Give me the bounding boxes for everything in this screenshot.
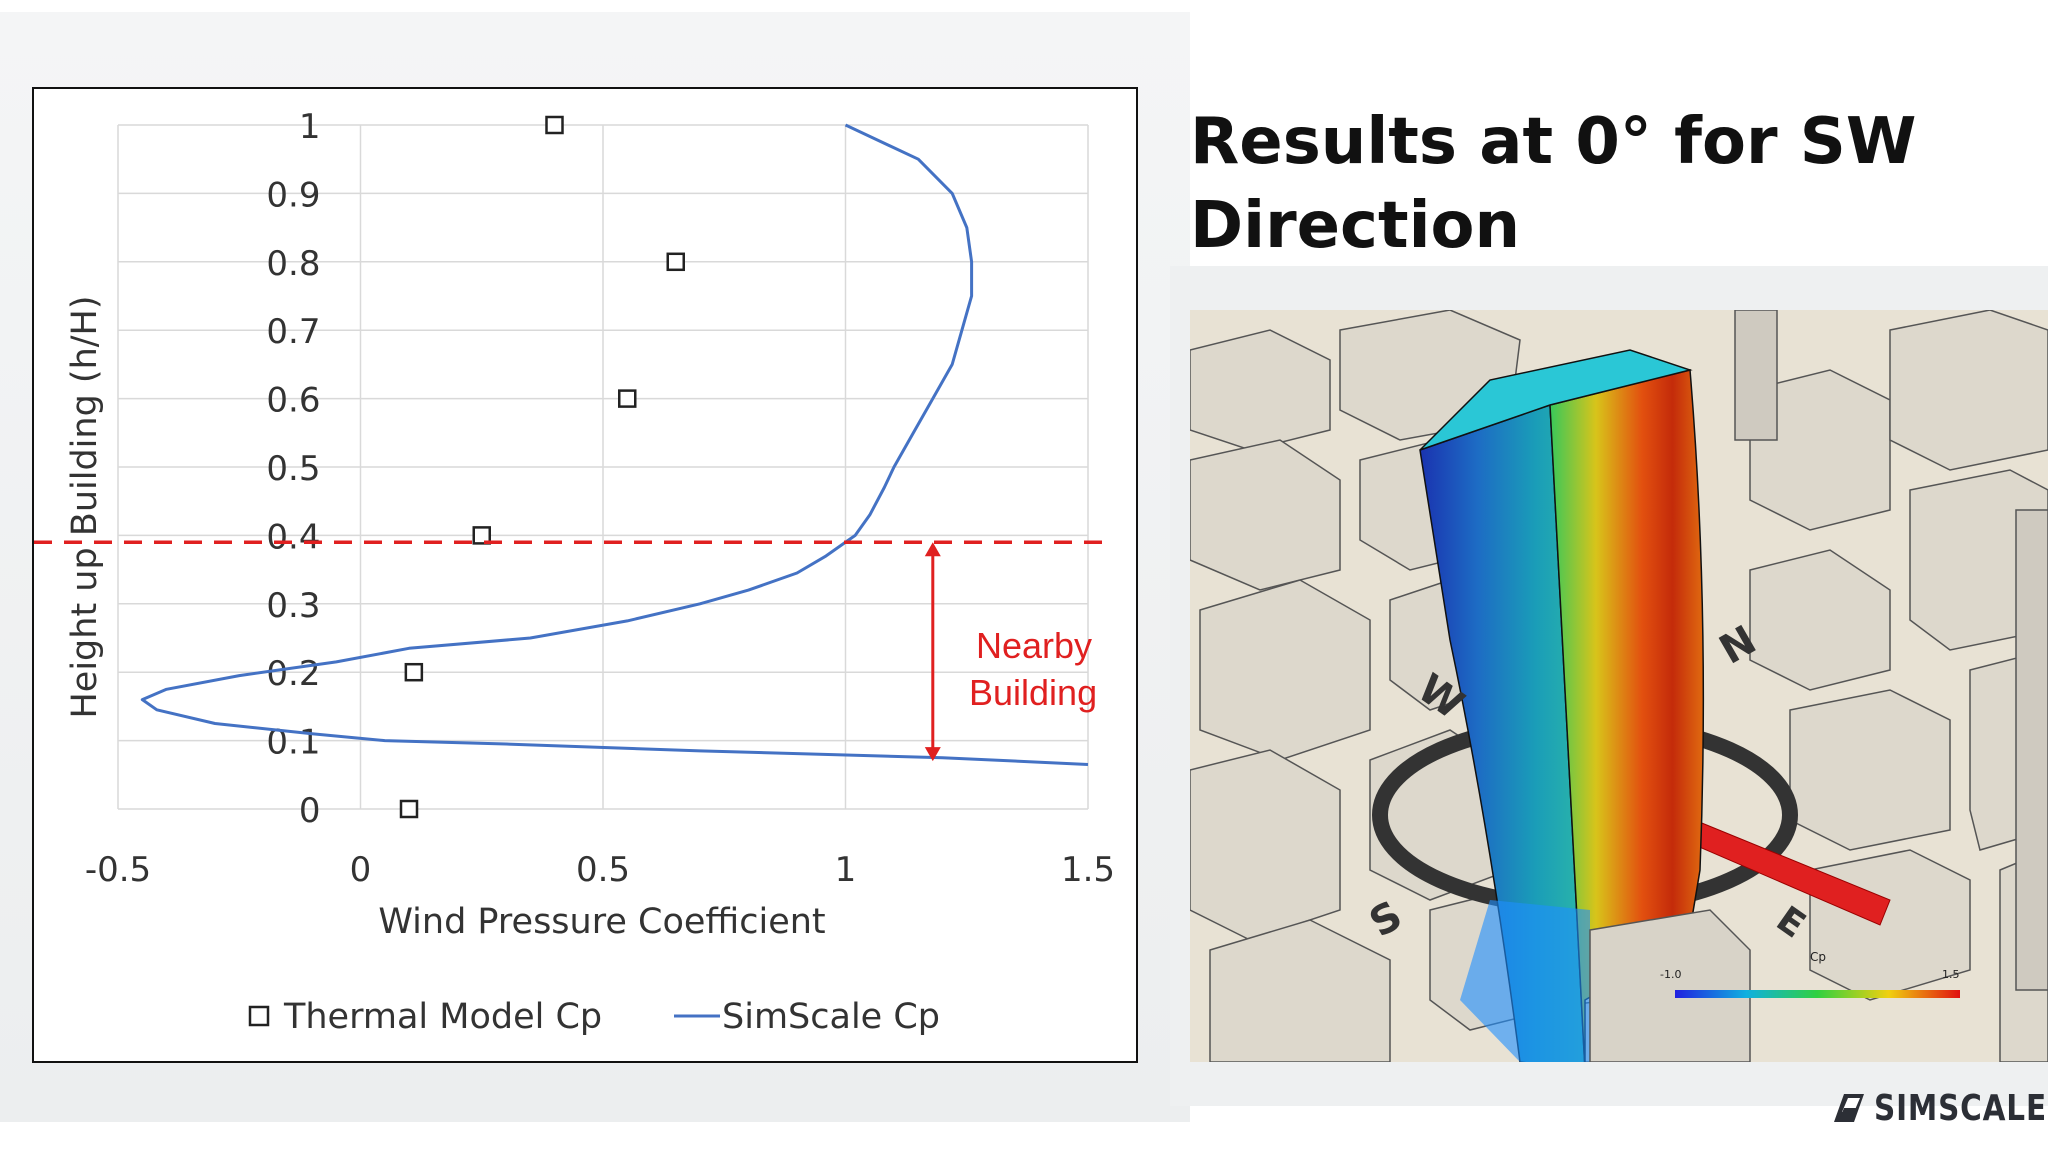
annotation-nearby-line2: Building <box>969 672 1097 713</box>
series-simscale-cp <box>140 123 1089 766</box>
y-axis-label: Height up Building (h/H) <box>65 295 105 718</box>
y-tick-label: 0.5 <box>266 449 320 489</box>
x-tick-label: 1.5 <box>1061 850 1115 890</box>
x-axis-label: Wind Pressure Coefficient <box>378 902 825 942</box>
x-tick-labels: -0.5 0 0.5 1 1.5 <box>85 850 1115 890</box>
chart-grid <box>117 124 1089 810</box>
pressure-coefficient-chart: 00.10.20.30.40.50.60.70.80.91 -0.5 0 0.5 1 1… <box>34 107 1115 1037</box>
thermal-model-point <box>666 252 685 272</box>
x-tick-label: 0.5 <box>576 850 630 890</box>
y-tick-label: 0.7 <box>266 312 320 352</box>
brand-logo: SIMSCALE <box>1830 1087 2048 1129</box>
y-tick-label: 0.4 <box>266 517 320 557</box>
annotation-arrowhead-top <box>924 542 941 557</box>
annotation-arrowhead-bottom <box>924 747 941 762</box>
thermal-model-point <box>472 526 491 545</box>
x-tick-label: 1 <box>835 850 857 890</box>
colorbar-max: 1.5 <box>1942 968 1960 981</box>
legend: Thermal Model Cp SimScale Cp <box>248 997 940 1037</box>
ground-pressure-field <box>1460 900 1590 1062</box>
colorbar-legend: Cp -1.0 1.5 <box>1660 950 1960 998</box>
thermal-model-point <box>618 389 637 408</box>
slide-title-line2: Direction <box>1190 189 1521 263</box>
chart-frame: 0 0.1 0.2 0.3 0.4 0.5 0.6 0.7 0.8 0.9 1 -0.5 0 0.5 1 1… <box>32 87 1138 1063</box>
y-tick-labels: 00.10.20.30.40.50.60.70.80.91 <box>266 107 320 831</box>
legend-square-marker <box>248 1005 270 1027</box>
colorbar-title: Cp <box>1810 950 1826 964</box>
series-thermal-model-cp <box>399 115 685 819</box>
thermal-model-point <box>404 662 424 682</box>
slide-title: Results at 0° for SW Direction <box>1190 100 2030 268</box>
x-tick-label: -0.5 <box>85 850 151 890</box>
tall-building-right <box>2015 509 2048 991</box>
cfd-render-panel: W N S E Cp -1.0 1.5 <box>1190 310 2048 1062</box>
y-tick-label: 0.9 <box>266 175 320 215</box>
y-tick-label: 0 <box>299 791 321 831</box>
podium-building <box>1589 909 1751 1062</box>
legend-label-simscale: SimScale Cp <box>722 997 940 1037</box>
legend-label-thermal: Thermal Model Cp <box>283 997 602 1037</box>
cfd-city-render: W N S E Cp -1.0 1.5 <box>1190 310 2048 1062</box>
slide-title-line1: Results at 0° for SW <box>1190 105 1917 179</box>
y-tick-label: 0.2 <box>266 654 320 694</box>
reference-line-layer <box>34 540 1104 762</box>
thermal-model-point <box>545 115 564 135</box>
thermal-model-point <box>399 799 419 819</box>
y-tick-label: 1 <box>299 107 321 147</box>
tall-building-back <box>1734 310 1778 441</box>
simscale-cp-line <box>140 123 1089 766</box>
simscale-logo-icon <box>1834 1094 1864 1122</box>
x-tick-label: 0 <box>350 850 372 890</box>
tower-roof <box>1419 349 1693 451</box>
colorbar-gradient <box>1675 990 1960 998</box>
brand-name: SIMSCALE <box>1874 1087 2047 1129</box>
annotation-nearby-line1: Nearby <box>976 625 1092 666</box>
colorbar-min: -1.0 <box>1660 968 1681 981</box>
y-tick-label: 0.3 <box>266 586 320 626</box>
y-tick-label: 0.8 <box>266 244 320 284</box>
y-tick-label: 0.6 <box>266 381 320 421</box>
